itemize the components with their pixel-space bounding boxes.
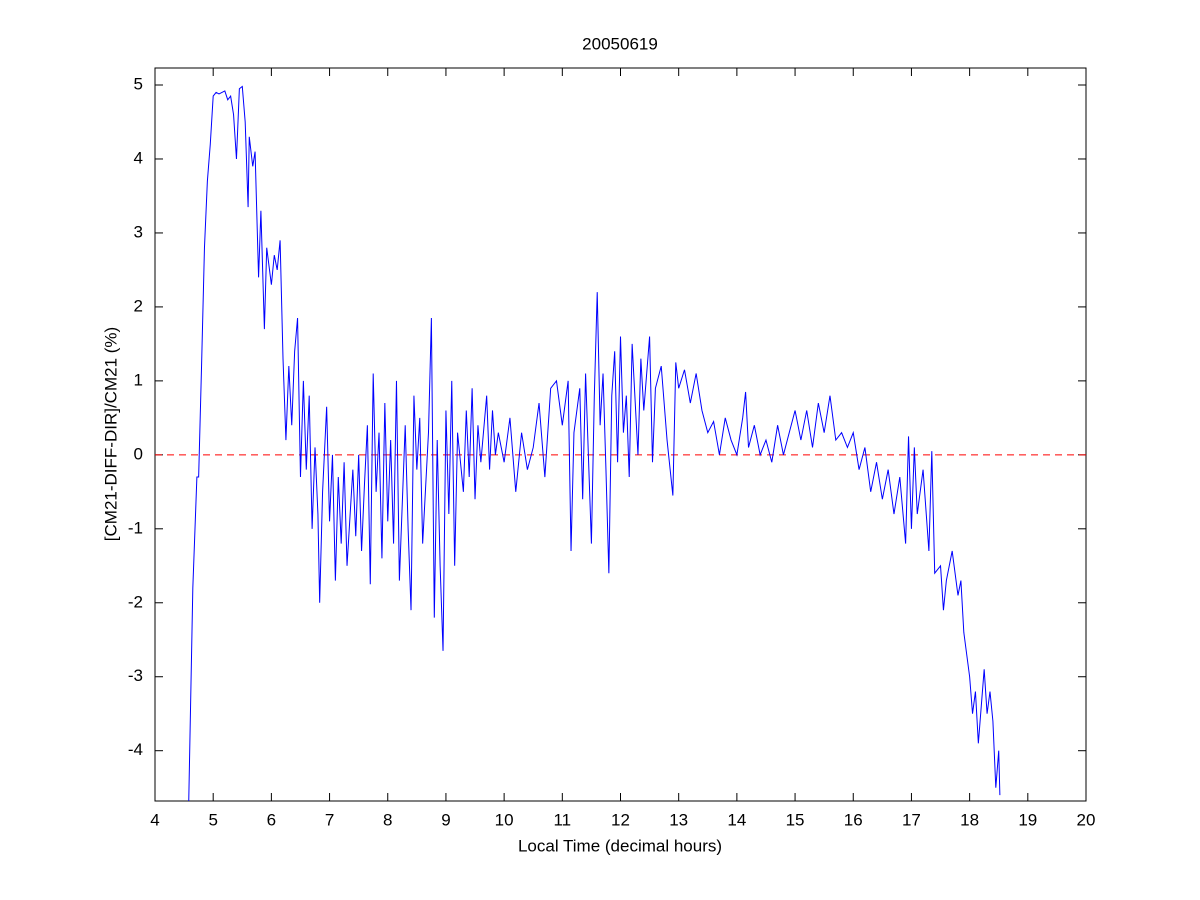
y-tick-label: 5 [134,74,143,93]
x-tick-label: 12 [611,810,630,829]
x-tick-label: 11 [553,810,571,829]
x-tick-label: 15 [786,810,805,829]
x-tick-label: 20 [1077,810,1096,829]
y-tick-label: -2 [128,592,143,611]
x-tick-label: 17 [902,810,921,829]
y-tick-label: 1 [134,370,143,389]
x-tick-label: 5 [208,810,217,829]
y-tick-label: 0 [134,444,143,463]
y-tick-label: -1 [128,518,143,537]
plot-area [154,67,1087,802]
x-tick-label: 18 [960,810,979,829]
y-tick-label: -4 [128,740,143,759]
y-tick-label: 2 [134,296,143,315]
x-tick-label: 14 [727,810,746,829]
x-tick-label: 6 [267,810,276,829]
x-tick-label: 19 [1018,810,1037,829]
y-tick-label: 3 [134,222,143,241]
x-tick-label: 16 [844,810,863,829]
x-tick-label: 13 [669,810,688,829]
data-line [188,85,1001,801]
chart-title: 20050619 [582,34,658,53]
x-tick-label: 4 [150,810,159,829]
x-tick-label: 8 [383,810,392,829]
x-tick-label: 7 [325,810,334,829]
x-axis-label: Local Time (decimal hours) [518,836,722,855]
y-tick-label: -3 [128,666,143,685]
y-axis-label: [CM21-DIFF-DIR]/CM21 (%) [101,327,120,541]
x-tick-label: 9 [441,810,450,829]
x-tick-label: 10 [495,810,514,829]
y-tick-label: 4 [134,148,143,167]
